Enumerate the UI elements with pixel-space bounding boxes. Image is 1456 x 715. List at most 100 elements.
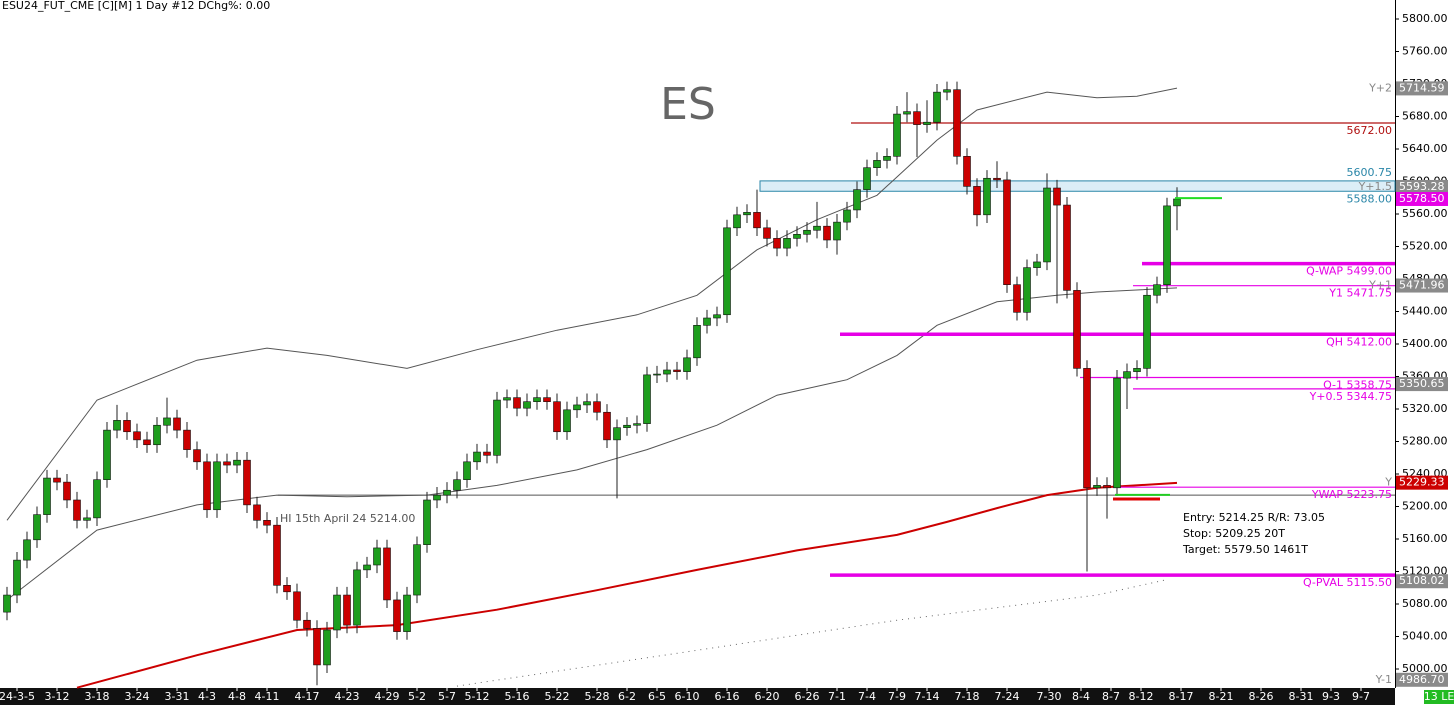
y-tick-label: 5800.00 <box>1402 12 1448 25</box>
candle-body <box>283 585 291 593</box>
candle-body <box>353 569 361 626</box>
y-tick-label: 5160.00 <box>1402 532 1448 545</box>
candle-body <box>143 439 151 446</box>
candle-body <box>1173 198 1181 207</box>
x-tick-label: 5-12 <box>465 690 490 703</box>
candle-body <box>123 420 131 433</box>
x-tick-label: 7-14 <box>915 690 940 703</box>
candle-body <box>343 594 351 626</box>
y-tick-label: 5400.00 <box>1402 337 1448 350</box>
candle-body <box>3 594 11 613</box>
candle-body <box>1093 485 1101 489</box>
candle-body <box>733 214 741 229</box>
candle-body <box>883 156 891 161</box>
candle-body <box>513 397 521 409</box>
candle-body <box>673 369 681 372</box>
candle-body <box>963 156 971 187</box>
y-tick-label: 5000.00 <box>1402 662 1448 675</box>
candle-body <box>863 167 871 190</box>
trade-note: Target: 5579.50 1461T <box>1182 543 1308 556</box>
x-tick-label: 4-17 <box>295 690 320 703</box>
candle-body <box>773 238 781 249</box>
overlay-line <box>6 287 1178 601</box>
candle-body <box>373 547 381 566</box>
candle-body <box>683 357 691 372</box>
candle-body <box>843 209 851 223</box>
candle-body <box>253 504 261 521</box>
candle-body <box>433 494 441 501</box>
time-axis-band <box>0 688 1395 705</box>
price-tag-label: 5714.59 <box>1399 81 1445 94</box>
candle-body <box>1083 368 1091 489</box>
candle-body <box>743 212 751 216</box>
candle-body <box>13 559 21 596</box>
level-label: Q-WAP 5499.00 <box>1306 265 1392 278</box>
x-tick-label: 6-16 <box>715 690 740 703</box>
price-tag <box>1396 475 1448 490</box>
candle-body <box>473 451 481 463</box>
y-tick-label: 5320.00 <box>1402 402 1448 415</box>
price-tag <box>1396 191 1448 206</box>
candle-body <box>823 225 831 241</box>
y-tick-label: 5760.00 <box>1402 45 1448 58</box>
candle-body <box>913 111 921 125</box>
candle-body <box>333 594 341 631</box>
y-tick-label: 5640.00 <box>1402 142 1448 155</box>
level-label: YWAP 5223.75 <box>1311 488 1392 501</box>
candle-body <box>273 524 281 586</box>
candle-body <box>653 373 661 376</box>
candle-body <box>783 238 791 249</box>
candle-body <box>93 479 101 519</box>
candle-body <box>453 479 461 491</box>
price-tag <box>1396 179 1448 194</box>
candle-body <box>523 401 531 409</box>
x-tick-label: 9-7 <box>1352 690 1370 703</box>
candle-body <box>1123 371 1131 379</box>
candle-body <box>813 225 821 231</box>
candle-body <box>1053 187 1061 206</box>
level-label: QH 5412.00 <box>1326 335 1392 348</box>
candle-body <box>183 429 191 450</box>
candle-body <box>303 619 311 629</box>
candle-body <box>1043 187 1051 263</box>
candle-body <box>23 539 31 561</box>
chart-title: ES <box>660 79 716 130</box>
price-tag-name: Y-1 <box>1375 673 1392 686</box>
price-tag-label: 4986.70 <box>1399 673 1445 686</box>
badge-box <box>1424 690 1454 704</box>
candle-body <box>533 397 541 402</box>
candle-body <box>573 404 581 411</box>
zone-label: 5588.00 <box>1347 192 1393 205</box>
candle-body <box>643 374 651 424</box>
candle-body <box>1013 284 1021 313</box>
candle-body <box>493 399 501 456</box>
candle-body <box>103 429 111 480</box>
x-tick-label: 8-17 <box>1169 690 1194 703</box>
zone <box>759 180 1396 192</box>
candle-body <box>113 420 121 431</box>
x-tick-label: 8-7 <box>1102 690 1120 703</box>
overlay-line <box>6 87 1178 521</box>
y-tick-label: 5560.00 <box>1402 207 1448 220</box>
x-tick-label: 3-31 <box>165 690 190 703</box>
candle-body <box>1033 261 1041 268</box>
x-tick-label: 8-31 <box>1289 690 1314 703</box>
candle-body <box>693 325 701 359</box>
candle-body <box>133 431 141 441</box>
y-tick-label: 5280.00 <box>1402 434 1448 447</box>
candle-body <box>323 629 331 666</box>
level-label: Y1 5471.75 <box>1328 287 1392 300</box>
candle-body <box>463 461 471 480</box>
price-tag-name: Y+1 <box>1368 279 1392 292</box>
x-tick-label: 4-23 <box>335 690 360 703</box>
x-tick-label: 5-28 <box>585 690 610 703</box>
x-tick-label: 7-4 <box>858 690 876 703</box>
level-label: 5672.00 <box>1347 124 1393 137</box>
price-tag-label: 5229.33 <box>1399 476 1445 489</box>
x-tick-label: 3-24 <box>125 690 150 703</box>
x-tick-label: 4-8 <box>228 690 246 703</box>
x-tick-label: 8-4 <box>1072 690 1090 703</box>
price-tag-label: 5471.96 <box>1399 279 1445 292</box>
candle-body <box>873 160 881 168</box>
